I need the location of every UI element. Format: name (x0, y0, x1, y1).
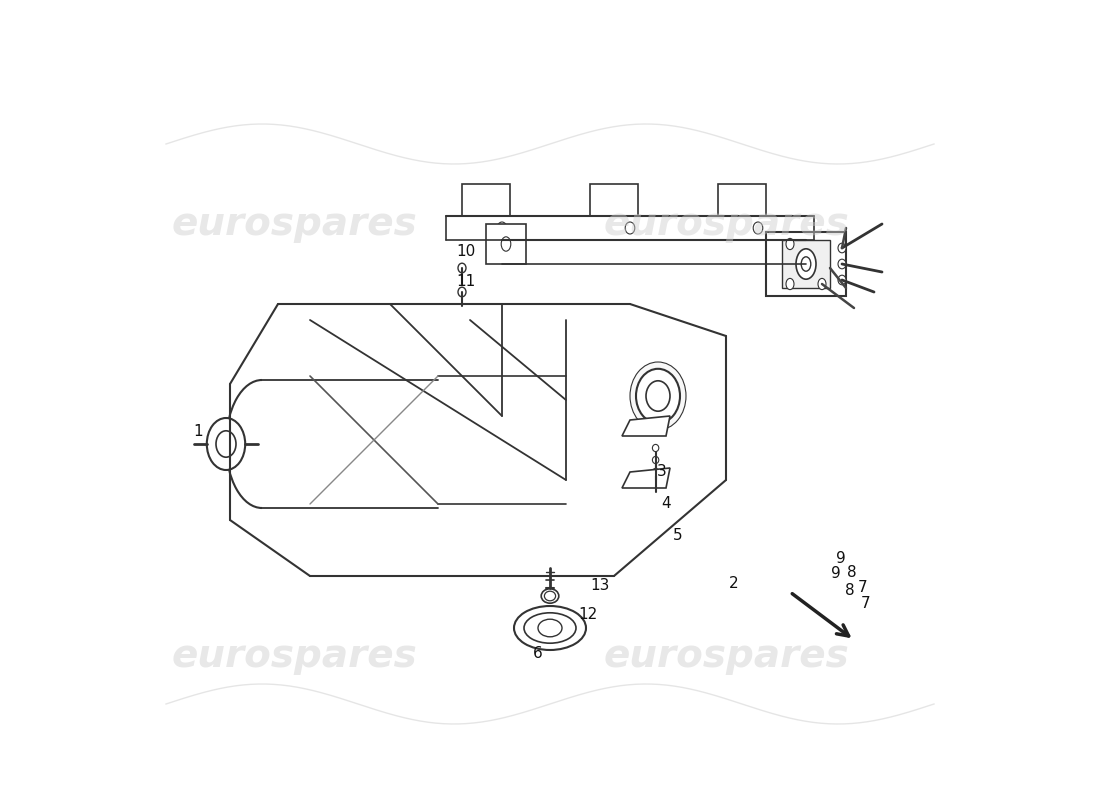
Polygon shape (718, 184, 766, 216)
Text: 11: 11 (456, 274, 475, 289)
Ellipse shape (652, 456, 659, 464)
Ellipse shape (524, 613, 576, 643)
Ellipse shape (786, 278, 794, 290)
Ellipse shape (652, 444, 659, 451)
Polygon shape (621, 416, 670, 436)
Ellipse shape (514, 606, 586, 650)
Ellipse shape (538, 619, 562, 637)
Text: eurospares: eurospares (603, 205, 849, 243)
Text: 8: 8 (845, 583, 855, 598)
Text: 1: 1 (194, 425, 202, 439)
Ellipse shape (625, 222, 635, 234)
Ellipse shape (838, 243, 846, 253)
Polygon shape (766, 232, 846, 296)
Polygon shape (462, 184, 510, 216)
Text: 13: 13 (590, 578, 609, 593)
Text: 9: 9 (836, 551, 845, 566)
Ellipse shape (786, 238, 794, 250)
Text: 7: 7 (858, 581, 868, 595)
Ellipse shape (754, 222, 762, 234)
Polygon shape (782, 240, 830, 288)
Ellipse shape (646, 381, 670, 411)
Polygon shape (486, 224, 526, 264)
Ellipse shape (497, 222, 507, 234)
Ellipse shape (838, 275, 846, 285)
Text: 9: 9 (830, 566, 840, 581)
Ellipse shape (207, 418, 245, 470)
Ellipse shape (838, 259, 846, 269)
Text: 3: 3 (657, 465, 667, 479)
Text: 2: 2 (729, 577, 739, 591)
Ellipse shape (216, 430, 236, 457)
Ellipse shape (458, 263, 466, 273)
Text: 12: 12 (579, 607, 598, 622)
Text: 4: 4 (661, 497, 671, 511)
Text: eurospares: eurospares (172, 637, 417, 675)
Ellipse shape (646, 381, 670, 411)
Ellipse shape (818, 278, 826, 290)
Polygon shape (621, 468, 670, 488)
Text: 8: 8 (847, 566, 857, 580)
Ellipse shape (630, 362, 686, 430)
Ellipse shape (502, 237, 510, 251)
Text: 6: 6 (534, 646, 543, 661)
Ellipse shape (636, 369, 680, 423)
Ellipse shape (796, 249, 816, 279)
Ellipse shape (801, 257, 811, 271)
Text: eurospares: eurospares (172, 205, 417, 243)
Text: 5: 5 (673, 529, 683, 543)
Ellipse shape (541, 589, 559, 603)
Polygon shape (590, 184, 638, 216)
Text: 10: 10 (456, 245, 475, 259)
Ellipse shape (652, 468, 659, 475)
Ellipse shape (458, 287, 466, 297)
Text: 7: 7 (861, 597, 871, 611)
Ellipse shape (544, 591, 556, 601)
Text: eurospares: eurospares (603, 637, 849, 675)
Ellipse shape (636, 369, 680, 423)
